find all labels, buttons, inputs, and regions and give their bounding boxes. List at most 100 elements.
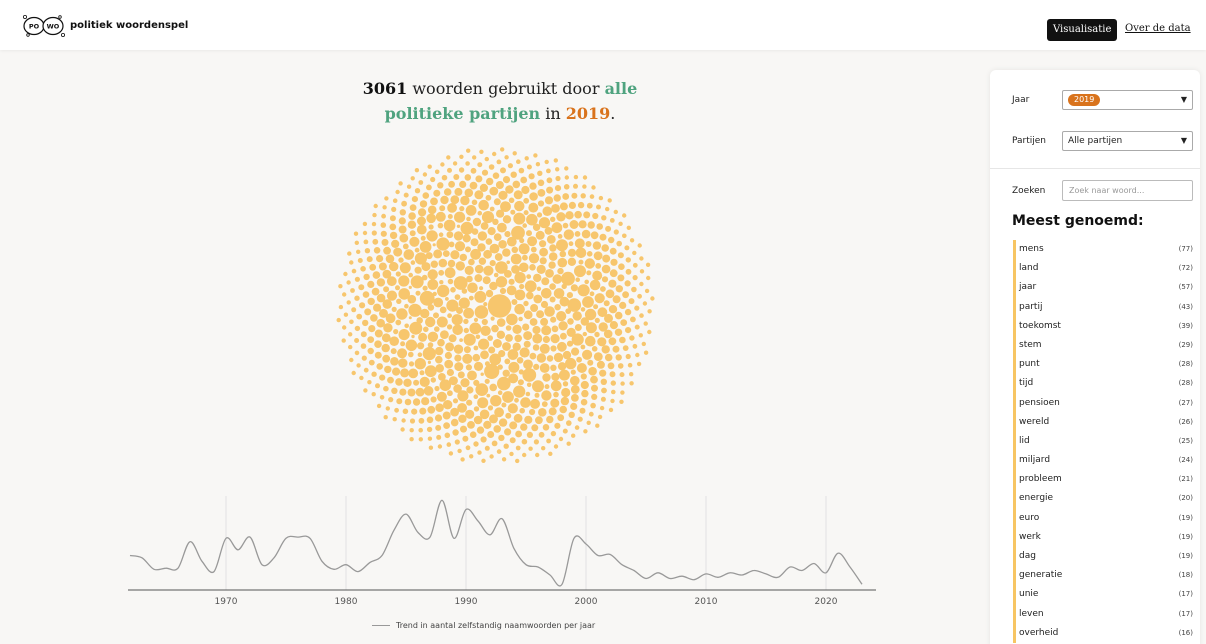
- word-bubble[interactable]: [427, 205, 437, 215]
- word-bubble[interactable]: [536, 212, 543, 218]
- word-bubble[interactable]: [369, 263, 377, 271]
- word-bubble[interactable]: [583, 211, 591, 219]
- word-bubble[interactable]: [437, 182, 444, 189]
- word-bubble[interactable]: [504, 358, 511, 365]
- word-bubble[interactable]: [546, 438, 551, 444]
- word-bubble[interactable]: [472, 155, 477, 160]
- word-bubble[interactable]: [634, 324, 640, 330]
- word-bubble[interactable]: [346, 280, 351, 285]
- word-bubble[interactable]: [489, 414, 498, 424]
- word-bubble[interactable]: [424, 365, 437, 378]
- word-bubble[interactable]: [580, 380, 589, 390]
- list-item[interactable]: werk (19): [1013, 527, 1193, 547]
- word-bubble[interactable]: [639, 256, 644, 261]
- word-bubble[interactable]: [396, 398, 403, 405]
- word-bubble[interactable]: [502, 248, 511, 257]
- word-bubble[interactable]: [376, 318, 385, 328]
- word-bubble[interactable]: [457, 403, 467, 413]
- word-bubble[interactable]: [584, 308, 597, 321]
- list-item[interactable]: partij (43): [1013, 297, 1193, 317]
- word-bubble[interactable]: [564, 166, 569, 171]
- word-bubble[interactable]: [521, 185, 530, 195]
- word-bubble[interactable]: [435, 355, 443, 364]
- word-bubble[interactable]: [636, 361, 642, 367]
- word-bubble[interactable]: [488, 164, 495, 170]
- word-bubble[interactable]: [537, 179, 545, 187]
- list-item[interactable]: lid (25): [1013, 431, 1193, 452]
- word-bubble[interactable]: [475, 334, 481, 340]
- word-bubble[interactable]: [389, 261, 399, 272]
- word-bubble[interactable]: [427, 342, 434, 348]
- word-bubble[interactable]: [376, 255, 384, 263]
- word-bubble[interactable]: [463, 346, 471, 354]
- word-bubble[interactable]: [592, 212, 599, 220]
- word-bubble[interactable]: [367, 380, 372, 385]
- word-bubble[interactable]: [519, 347, 530, 358]
- word-bubble[interactable]: [509, 451, 514, 457]
- word-bubble[interactable]: [555, 167, 560, 172]
- word-bubble[interactable]: [506, 313, 518, 326]
- word-bubble[interactable]: [487, 405, 494, 411]
- word-bubble[interactable]: [517, 379, 524, 386]
- word-bubble[interactable]: [436, 237, 450, 251]
- word-bubble[interactable]: [643, 350, 649, 355]
- word-bubble[interactable]: [454, 241, 466, 252]
- word-bubble[interactable]: [501, 457, 507, 462]
- word-bubble[interactable]: [519, 283, 525, 290]
- word-bubble[interactable]: [554, 422, 561, 429]
- word-bubble[interactable]: [433, 189, 441, 197]
- word-bubble[interactable]: [518, 167, 525, 174]
- word-bubble[interactable]: [367, 336, 375, 343]
- word-bubble[interactable]: [650, 296, 655, 301]
- word-bubble[interactable]: [382, 299, 393, 309]
- word-bubble[interactable]: [488, 346, 496, 354]
- word-bubble[interactable]: [625, 268, 632, 275]
- word-bubble[interactable]: [619, 399, 624, 404]
- word-bubble[interactable]: [629, 372, 634, 377]
- word-bubble[interactable]: [402, 408, 409, 415]
- word-bubble[interactable]: [427, 279, 439, 290]
- word-bubble[interactable]: [496, 209, 505, 218]
- word-bubble[interactable]: [548, 451, 553, 456]
- word-bubble[interactable]: [381, 333, 391, 343]
- word-bubble[interactable]: [629, 381, 634, 386]
- word-bubble[interactable]: [410, 176, 415, 181]
- word-bubble[interactable]: [546, 415, 554, 424]
- word-bubble[interactable]: [625, 257, 631, 263]
- word-bubble[interactable]: [566, 340, 574, 347]
- word-bubble[interactable]: [483, 249, 492, 259]
- word-bubble[interactable]: [571, 433, 576, 438]
- word-bubble[interactable]: [624, 280, 631, 287]
- word-bubble[interactable]: [421, 262, 431, 272]
- word-bubble[interactable]: [575, 247, 587, 259]
- word-bubble[interactable]: [476, 426, 485, 434]
- word-bubble[interactable]: [549, 283, 556, 290]
- word-bubble[interactable]: [489, 454, 494, 459]
- word-bubble[interactable]: [568, 411, 575, 418]
- word-bubble[interactable]: [492, 151, 497, 157]
- word-bubble[interactable]: [401, 200, 407, 207]
- word-bubble[interactable]: [430, 396, 437, 403]
- word-bubble[interactable]: [491, 440, 498, 447]
- word-bubble[interactable]: [408, 303, 422, 317]
- word-bubble[interactable]: [481, 318, 488, 326]
- word-bubble[interactable]: [450, 250, 460, 260]
- word-bubble[interactable]: [541, 401, 548, 407]
- word-bubble[interactable]: [514, 397, 519, 403]
- word-bubble[interactable]: [587, 221, 595, 229]
- word-bubble[interactable]: [445, 342, 455, 352]
- word-bubble[interactable]: [614, 311, 623, 320]
- word-bubble[interactable]: [478, 257, 487, 265]
- word-bubble[interactable]: [465, 364, 472, 371]
- word-bubble[interactable]: [581, 229, 591, 239]
- word-bubble[interactable]: [437, 284, 450, 298]
- word-bubble[interactable]: [459, 154, 464, 159]
- word-bubble[interactable]: [405, 339, 418, 352]
- word-bubble[interactable]: [556, 239, 568, 252]
- word-bubble[interactable]: [422, 285, 428, 291]
- word-bubble[interactable]: [437, 444, 443, 449]
- word-bubble[interactable]: [439, 205, 446, 212]
- word-bubble[interactable]: [386, 276, 397, 287]
- word-bubble[interactable]: [551, 204, 560, 213]
- word-bubble[interactable]: [608, 279, 617, 288]
